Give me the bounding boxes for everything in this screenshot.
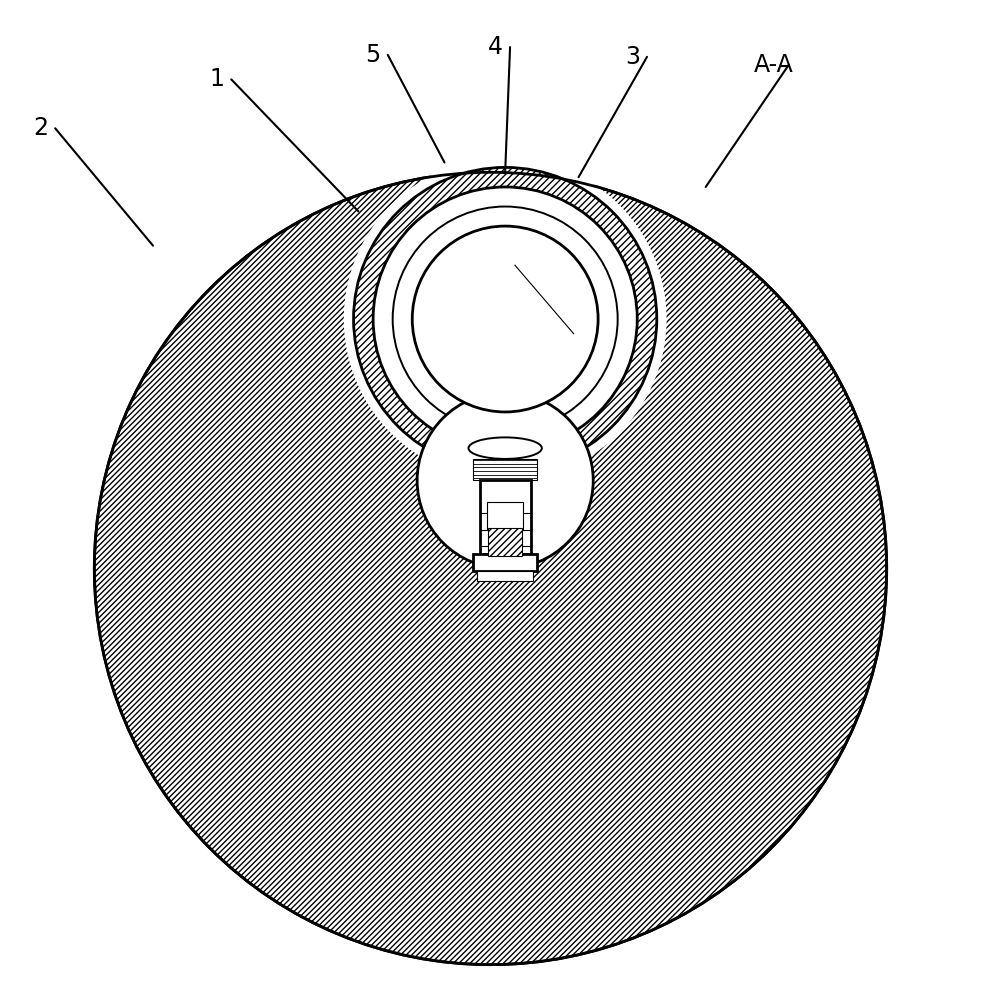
Circle shape	[343, 158, 666, 480]
Bar	[480, 480, 531, 554]
Text: 4: 4	[488, 35, 503, 59]
Ellipse shape	[469, 437, 542, 459]
Text: 3: 3	[625, 45, 640, 69]
Text: A-A: A-A	[754, 53, 794, 77]
Bar	[474, 459, 537, 480]
Circle shape	[417, 392, 594, 568]
Circle shape	[373, 187, 638, 451]
Circle shape	[392, 207, 618, 432]
Text: 5: 5	[366, 43, 381, 67]
Text: 2: 2	[33, 116, 48, 140]
Bar	[474, 554, 537, 571]
Circle shape	[353, 167, 657, 471]
Text: 1: 1	[209, 67, 224, 91]
Circle shape	[94, 172, 887, 965]
Bar	[478, 571, 533, 581]
Bar	[488, 502, 523, 530]
Bar	[489, 528, 522, 556]
Circle shape	[412, 226, 598, 412]
